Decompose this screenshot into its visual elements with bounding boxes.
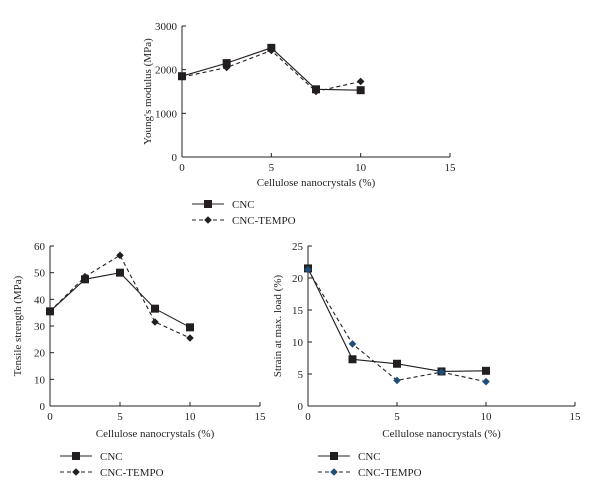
legend-label: CNC-TEMPO xyxy=(232,215,296,227)
series-cnc-tempo xyxy=(46,251,194,342)
data-point-square xyxy=(116,268,124,277)
data-point-diamond xyxy=(312,87,320,96)
series-cnc-tempo xyxy=(304,265,490,386)
x-tick-label: 10 xyxy=(481,411,493,423)
series-cnc xyxy=(46,268,194,332)
series-cnc-tempo xyxy=(178,46,365,96)
y-tick-label: 2000 xyxy=(155,65,178,77)
data-point-square xyxy=(222,59,231,68)
series-line xyxy=(49,254,191,339)
x-tick-label: 0 xyxy=(305,411,311,423)
data-point-diamond xyxy=(437,368,446,376)
legend-label: CNC xyxy=(358,451,381,463)
legend-entry: CNC xyxy=(192,199,255,211)
data-point-diamond xyxy=(46,307,54,316)
data-point-diamond xyxy=(393,376,401,385)
y-tick-label: 15 xyxy=(292,305,304,317)
y-axis-title: Tensile strength (MPa) xyxy=(12,275,24,376)
chart-panel-2: 0 5 10 15 0 10 20 30 40 50 60 Cellulose nanocrystal… xyxy=(12,241,266,479)
series-line xyxy=(181,49,361,93)
y-axis-title: Strain at max. load (%) xyxy=(272,275,284,378)
x-tick-label: 5 xyxy=(269,162,275,174)
series-line xyxy=(307,268,487,372)
data-point-square xyxy=(356,86,365,95)
legend-entry: CNC-TEMPO xyxy=(192,215,296,227)
legend-marker-square xyxy=(330,452,338,460)
chart-panel-3: 0 5 10 15 0 5 10 15 20 25 Cellulose nanocrystals (… xyxy=(272,241,581,479)
y-tick-label: 0 xyxy=(40,401,46,413)
y-tick-label: 3000 xyxy=(155,21,178,33)
data-point-diamond xyxy=(222,63,231,72)
legend-marker-diamond xyxy=(204,216,212,224)
data-point-square xyxy=(348,355,357,364)
y-axis-title: Young's modulus (MPa) xyxy=(142,38,154,145)
y-tick-label: 10 xyxy=(34,374,46,386)
x-tick-label: 5 xyxy=(117,411,123,423)
series-cnc xyxy=(304,264,490,376)
x-tick-label: 10 xyxy=(185,411,197,423)
series-line xyxy=(49,272,191,328)
legend-label: CNC-TEMPO xyxy=(358,467,422,479)
data-point-diamond xyxy=(356,77,365,86)
legend-label: CNC xyxy=(100,451,123,463)
x-tick-label: 15 xyxy=(255,411,267,423)
legend-entry: CNC xyxy=(318,451,381,463)
legend-entry: CNC xyxy=(60,451,123,463)
data-point-square xyxy=(151,304,159,313)
data-point-square xyxy=(186,323,194,332)
x-tick-label: 5 xyxy=(394,411,400,423)
legend-entry: CNC-TEMPO xyxy=(318,467,422,479)
y-tick-label: 50 xyxy=(34,268,46,280)
data-point-diamond xyxy=(267,46,276,55)
legend-marker-diamond xyxy=(72,468,80,476)
legend-label: CNC xyxy=(232,199,255,211)
data-point-diamond xyxy=(482,377,490,386)
y-tick-label: 25 xyxy=(292,241,304,253)
data-point-diamond xyxy=(178,73,186,81)
legend-entry: CNC-TEMPO xyxy=(60,467,164,479)
y-tick-label: 10 xyxy=(292,337,304,349)
x-tick-label: 0 xyxy=(179,162,185,174)
x-tick-label: 10 xyxy=(355,162,367,174)
data-point-diamond xyxy=(186,334,194,342)
y-tick-label: 0 xyxy=(298,401,304,413)
data-point-diamond xyxy=(151,318,159,326)
y-tick-label: 30 xyxy=(34,321,46,333)
y-tick-label: 5 xyxy=(298,369,304,381)
y-tick-label: 20 xyxy=(292,273,304,285)
y-tick-label: 1000 xyxy=(155,108,178,120)
legend-marker-diamond xyxy=(330,468,338,476)
legend-marker-square xyxy=(204,200,212,208)
x-axis-title: Cellulose nanocrystals (%) xyxy=(382,428,501,440)
x-tick-label: 0 xyxy=(47,411,53,423)
y-tick-label: 20 xyxy=(34,348,46,360)
data-point-diamond xyxy=(116,251,124,260)
y-tick-label: 60 xyxy=(34,241,46,253)
chart-panel-1: 0 5 10 15 0 1000 2000 3000 Cellulose nanocrystal… xyxy=(142,21,456,227)
data-point-diamond xyxy=(348,340,357,348)
legend-label: CNC-TEMPO xyxy=(100,467,164,479)
x-tick-label: 15 xyxy=(570,411,582,423)
data-point-square xyxy=(393,359,401,368)
y-tick-label: 40 xyxy=(34,294,46,306)
x-axis-title: Cellulose nanocrystals (%) xyxy=(257,177,376,189)
legend-marker-square xyxy=(72,452,80,460)
y-tick-label: 0 xyxy=(172,152,178,164)
x-axis-title: Cellulose nanocrystals (%) xyxy=(96,428,215,440)
x-tick-label: 15 xyxy=(445,162,457,174)
series-line xyxy=(307,269,487,383)
data-point-diamond xyxy=(304,265,312,274)
data-point-square xyxy=(482,366,490,375)
data-point-diamond xyxy=(81,272,89,281)
